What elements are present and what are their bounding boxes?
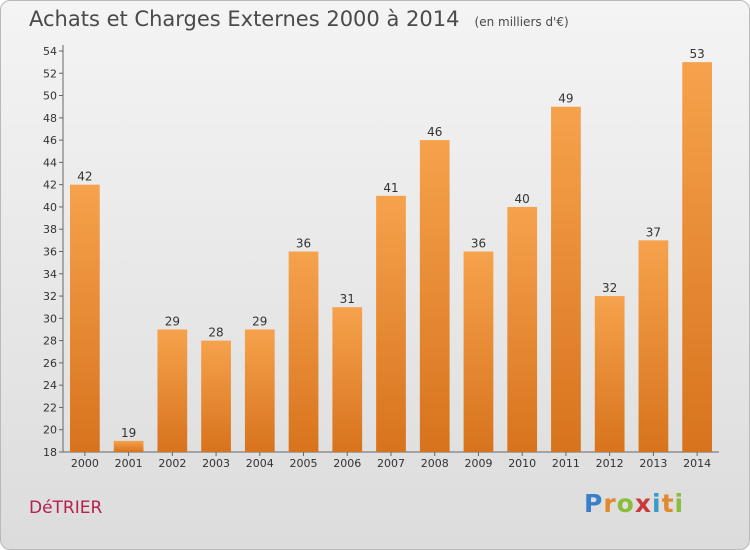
logo-letter: P [584, 489, 604, 518]
bar-value-label: 32 [602, 281, 617, 295]
bar-value-label: 28 [208, 326, 223, 340]
x-tick-label: 2000 [71, 457, 99, 470]
bar-value-label: 42 [77, 170, 92, 184]
y-tick-label: 24 [43, 379, 57, 392]
y-tick-label: 22 [43, 401, 57, 414]
logo-letter: x [634, 489, 652, 518]
logo-letter: i [652, 489, 662, 518]
bar-value-label: 46 [427, 125, 442, 139]
bar-value-label: 36 [296, 237, 311, 251]
bar-2008 [419, 140, 450, 452]
y-tick-label: 52 [43, 67, 57, 80]
y-tick-label: 18 [43, 446, 57, 459]
x-tick-label: 2003 [202, 457, 230, 470]
x-tick-label: 2004 [246, 457, 274, 470]
bar-value-label: 37 [646, 225, 661, 239]
x-tick-label: 2006 [333, 457, 361, 470]
y-tick-label: 46 [43, 134, 57, 147]
bar-2012 [594, 296, 625, 452]
logo-letter: t [661, 489, 675, 518]
bar-value-label: 49 [558, 92, 573, 106]
bar-value-label: 29 [252, 314, 267, 328]
bar-2004 [244, 329, 275, 452]
logo-letter: i [674, 489, 685, 518]
bar-value-label: 53 [689, 47, 704, 61]
bar-value-label: 19 [121, 426, 136, 440]
x-tick-label: 2005 [290, 457, 318, 470]
bar-2001 [113, 440, 144, 452]
bar-2011 [551, 106, 581, 452]
bar-2006 [332, 307, 363, 452]
chart-subtitle: (en milliers d'€) [474, 15, 569, 29]
bar-value-label: 31 [340, 292, 355, 306]
bar-2007 [376, 195, 406, 453]
bar-2002 [157, 329, 188, 452]
y-tick-label: 50 [43, 90, 57, 103]
x-tick-label: 2001 [115, 457, 143, 470]
y-tick-label: 26 [43, 357, 57, 370]
bar-value-label: 36 [471, 237, 486, 251]
bar-value-label: 41 [383, 181, 398, 195]
bar-2003 [201, 340, 231, 452]
logo-letter: r [603, 489, 617, 518]
bar-value-label: 40 [515, 192, 530, 206]
title-block: Achats et Charges Externes 2000 à 2014 (… [29, 7, 569, 31]
bar-2000 [69, 184, 100, 452]
y-tick-label: 48 [43, 112, 57, 125]
bar-2013 [638, 240, 669, 452]
x-tick-label: 2009 [464, 457, 492, 470]
y-tick-label: 32 [43, 290, 57, 303]
commune-name: DéTRIER [29, 498, 103, 518]
x-tick-label: 2008 [421, 457, 449, 470]
y-tick-label: 42 [43, 179, 57, 192]
y-tick-label: 28 [43, 335, 57, 348]
y-tick-label: 54 [43, 45, 57, 58]
y-tick-label: 38 [43, 223, 57, 236]
bar-2005 [288, 251, 319, 452]
x-tick-label: 2012 [596, 457, 624, 470]
y-tick-label: 20 [43, 424, 57, 437]
y-tick-label: 44 [43, 156, 57, 169]
proxiti-logo: Proxiti [584, 489, 684, 518]
x-tick-label: 2013 [639, 457, 667, 470]
y-tick-label: 30 [43, 312, 57, 325]
bar-2010 [507, 206, 538, 452]
x-tick-label: 2014 [683, 457, 711, 470]
x-tick-label: 2011 [552, 457, 580, 470]
logo-letter: o [616, 489, 635, 518]
x-tick-label: 2002 [158, 457, 186, 470]
x-tick-label: 2010 [508, 457, 536, 470]
bar-2014 [682, 62, 713, 453]
chart-title: Achats et Charges Externes 2000 à 2014 [29, 7, 460, 31]
y-tick-label: 40 [43, 201, 57, 214]
x-tick-label: 2007 [377, 457, 405, 470]
bar-value-label: 29 [165, 314, 180, 328]
y-tick-label: 34 [43, 268, 57, 281]
bar-2009 [463, 251, 494, 452]
y-tick-label: 36 [43, 246, 57, 259]
